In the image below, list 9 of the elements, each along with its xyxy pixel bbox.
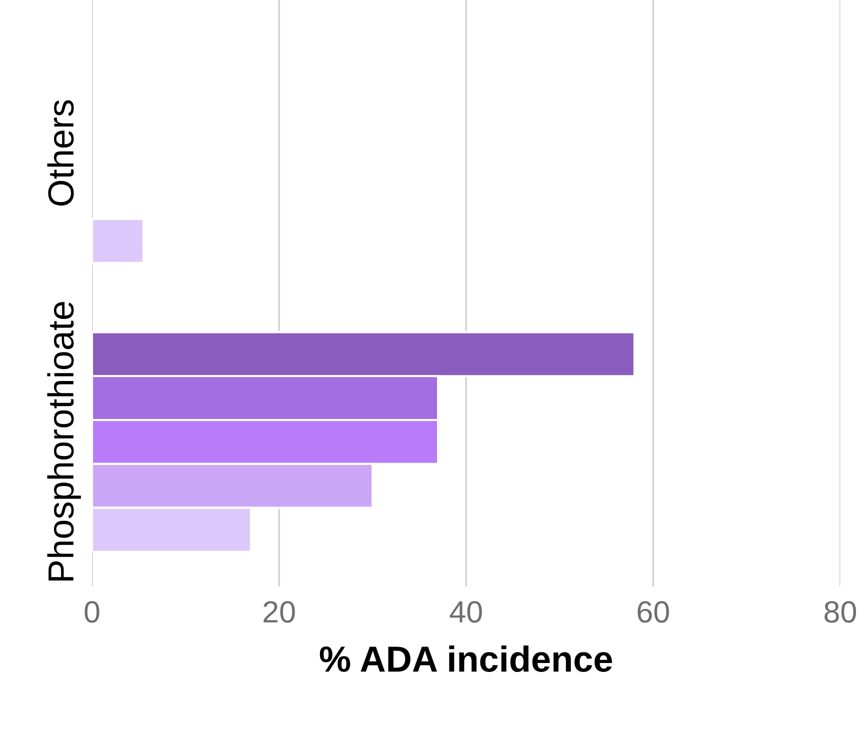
x-tick-label: 0 <box>84 601 100 623</box>
y-tick-label: Others <box>47 100 74 206</box>
x-tick-label: 60 <box>638 601 669 623</box>
x-axis-title: % ADA incidence <box>320 645 612 672</box>
bar <box>92 218 144 264</box>
x-tick-label: 80 <box>824 601 856 623</box>
y-tick-label: Phosphorothioate <box>47 302 81 581</box>
x-tick-label: 20 <box>264 601 295 623</box>
x-tick-label: 40 <box>450 601 482 623</box>
